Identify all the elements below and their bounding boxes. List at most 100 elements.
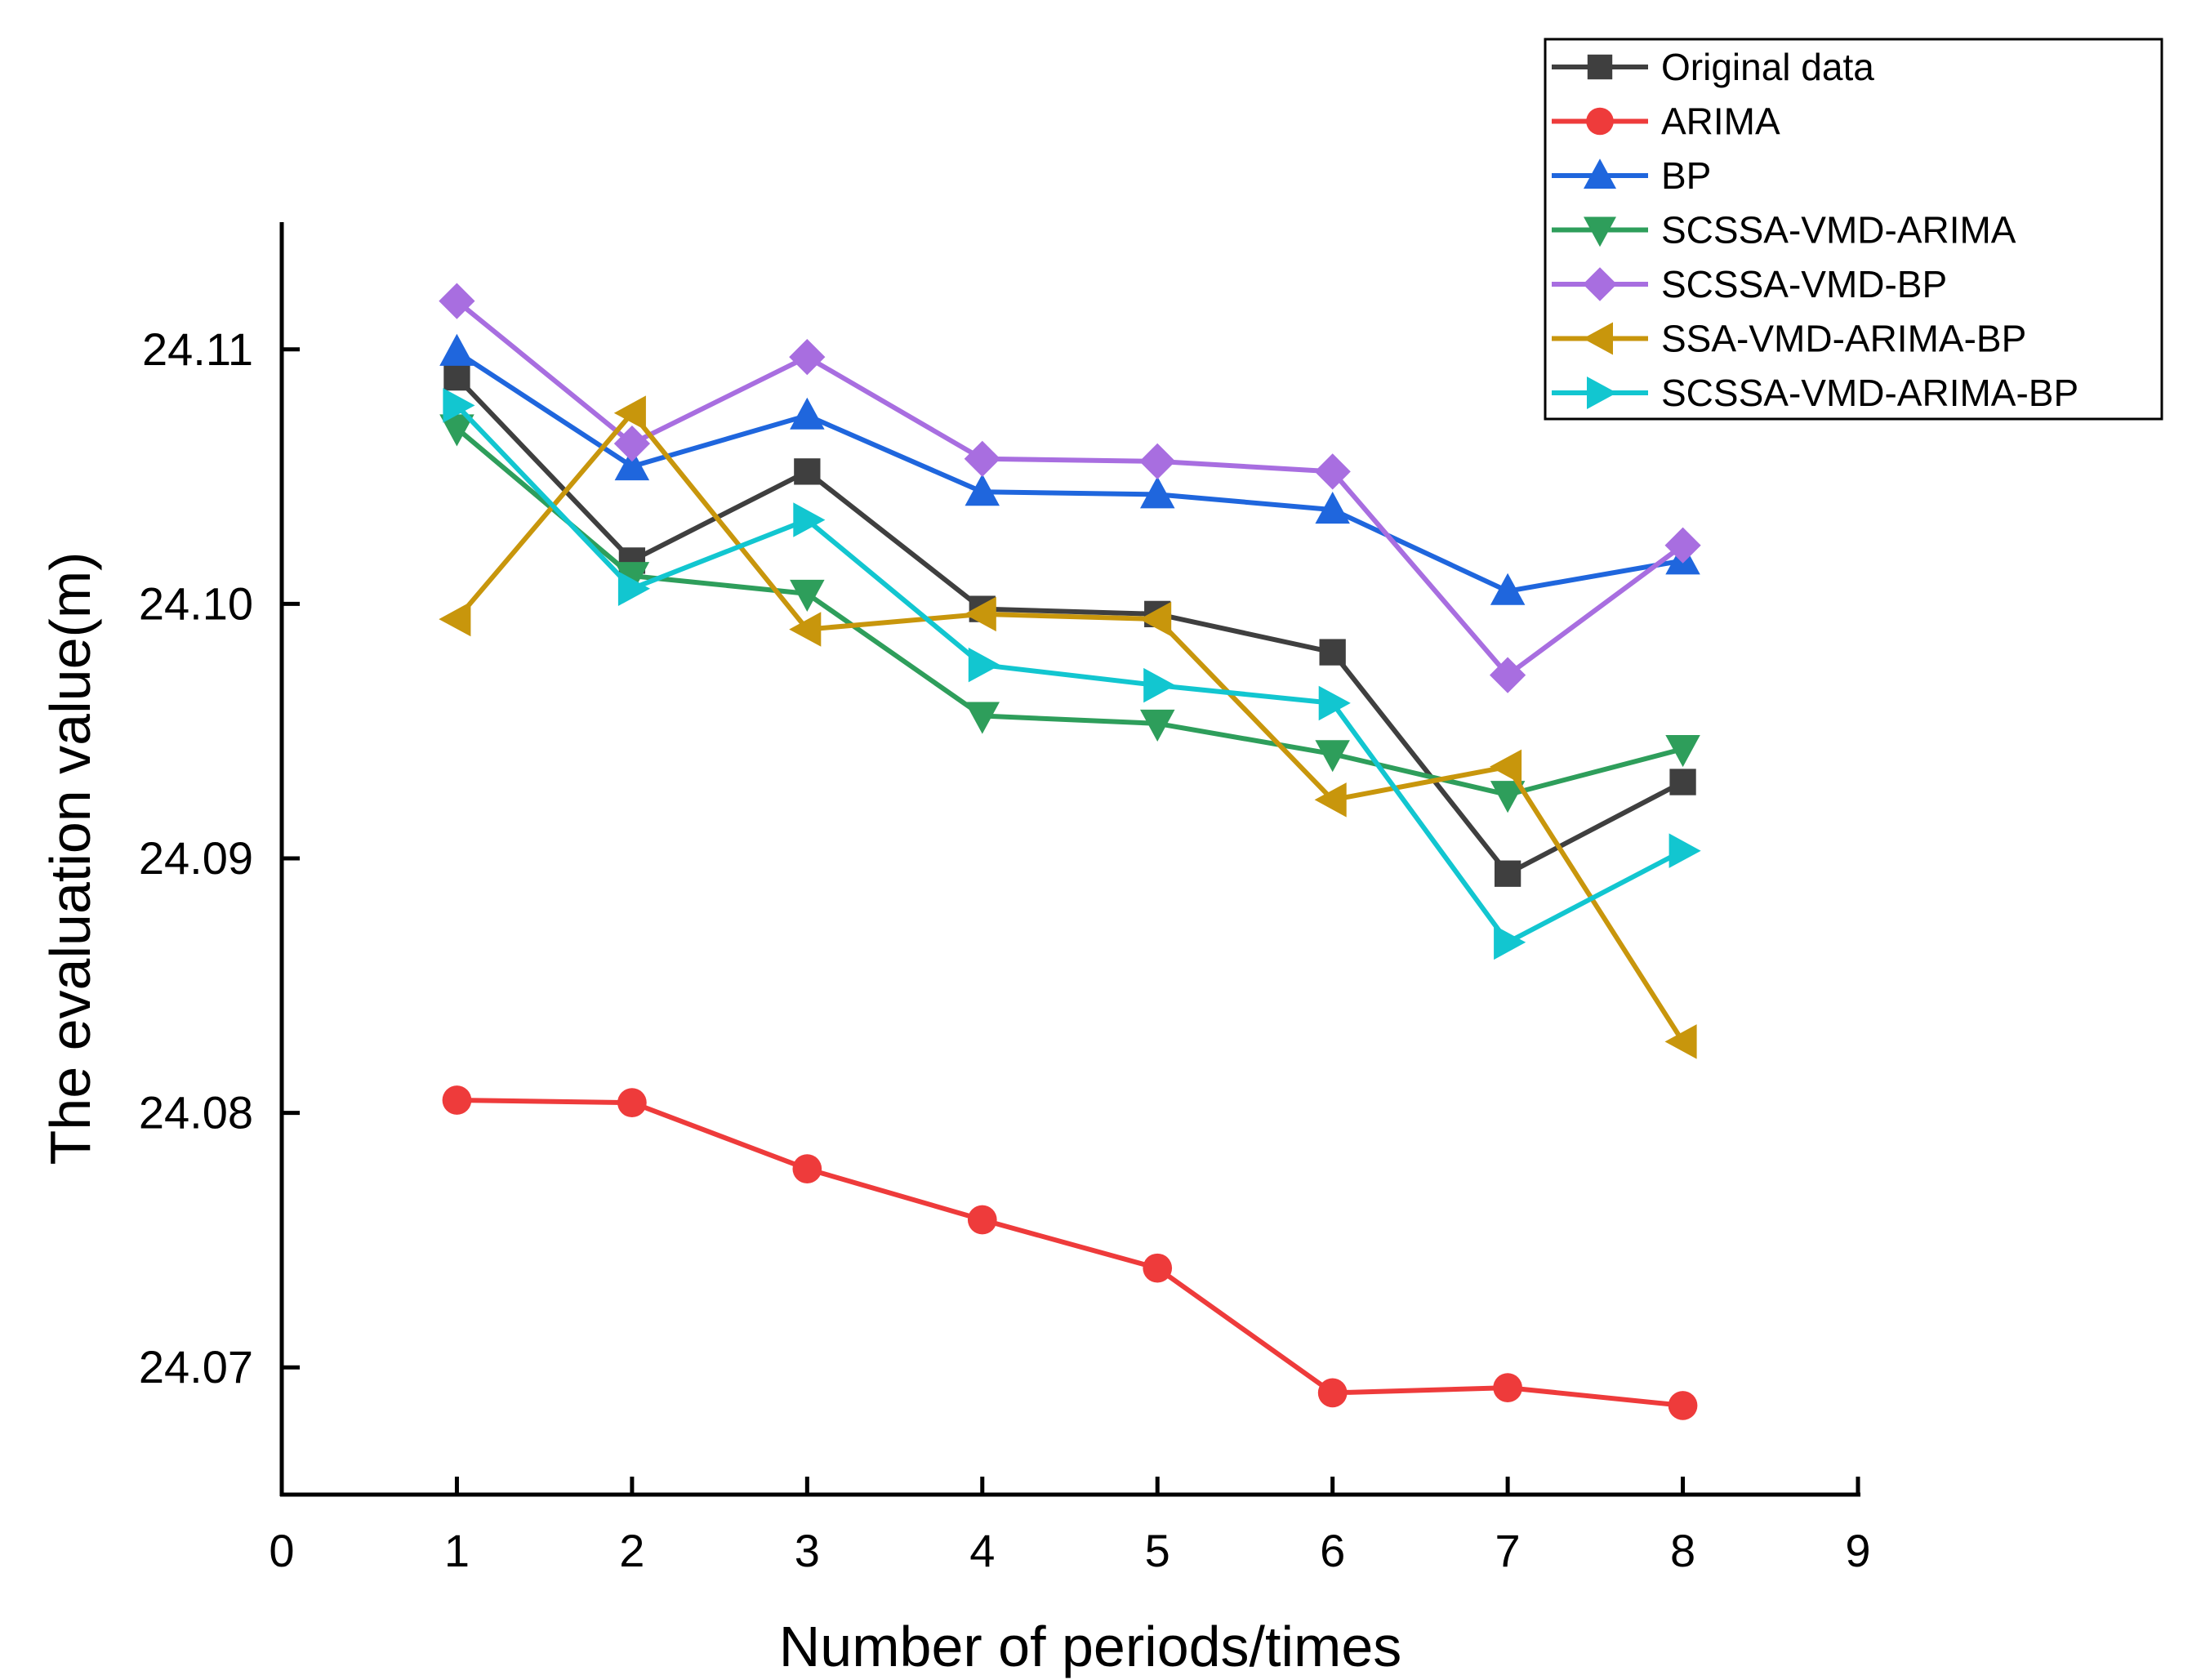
series-line [457,1098,1683,1408]
x-tick-label: 7 [1495,1525,1521,1576]
data-point-marker [439,601,471,637]
data-point-marker [1669,833,1701,868]
data-point-marker [1494,860,1521,887]
data-point-marker [1143,667,1176,703]
legend-label: BP [1661,154,1711,197]
data-point-marker [1315,492,1350,524]
data-point-marker [790,397,825,430]
legend-marker [1584,216,1616,247]
legend-marker [1586,107,1614,136]
legend-label: SCSSA-VMD-BP [1661,263,1947,305]
data-point-marker [1314,782,1347,818]
data-point-marker [968,647,1000,683]
data-point-marker [965,702,1000,734]
data-point-marker [617,1088,647,1117]
legend-marker [1583,267,1617,301]
legend-items: Original data ARIMA BP SCSSA-VMD-ARIMA SCSSA… [1552,46,2078,414]
data-point-marker [964,440,1000,477]
series-line [455,410,1686,1044]
data-point-marker [1665,735,1700,768]
data-point-marker [1314,453,1351,490]
data-point-marker [1664,1024,1697,1059]
legend-item: SCSSA-VMD-BP [1552,263,1947,305]
y-tick-label: 24.11 [142,323,253,375]
data-point-marker [614,562,650,595]
legend-item: SCSSA-VMD-ARIMA [1552,209,2016,252]
legend-label: SSA-VMD-ARIMA-BP [1661,318,2026,360]
y-tick-label: 24.10 [139,577,253,629]
y-tick-label: 24.09 [139,832,253,884]
y-ticks: 24.07 24.08 24.09 24.10 24.11 [139,323,300,1393]
data-point-marker [613,426,650,462]
x-tick-label: 8 [1670,1525,1695,1576]
data-point-marker [792,1154,822,1184]
data-point-marker [439,414,474,447]
legend-label: ARIMA [1661,100,1780,143]
data-point-marker [1317,1378,1348,1408]
data-point-marker [790,579,825,612]
data-point-marker [1140,476,1175,509]
data-point-marker [964,596,996,632]
legend-item: Original data [1552,46,1874,88]
data-point-marker [617,571,650,606]
series [442,1085,1698,1420]
data-point-marker [965,474,1000,506]
data-point-marker [1319,639,1346,666]
legend-marker [1587,54,1613,80]
legend-item: SSA-VMD-ARIMA-BP [1552,318,2026,360]
legend: Original data ARIMA BP SCSSA-VMD-ARIMA SCSSA… [1544,38,2163,421]
y-tick-label: 24.07 [139,1341,253,1393]
data-point-marker [1490,657,1526,693]
x-ticks: 0 1 2 3 4 5 6 7 8 9 [269,1477,1871,1576]
series-line [455,299,1685,678]
data-point-marker [1490,573,1526,605]
data-point-marker [1143,1253,1173,1283]
x-axis-title: Number of periods/times [779,1615,1402,1678]
series [439,333,1700,605]
legend-item: ARIMA [1552,100,1780,143]
legend-marker [1587,377,1617,409]
series-line [455,403,1684,945]
data-point-marker [1139,443,1176,479]
x-tick-label: 0 [269,1525,294,1576]
data-point-marker [443,388,475,423]
data-point-marker [793,502,826,537]
legend-label: SCSSA-VMD-ARIMA [1661,209,2016,252]
data-point-marker [789,339,826,376]
x-tick-label: 9 [1845,1525,1870,1576]
series [443,388,1701,960]
data-point-marker [1490,781,1526,813]
data-point-marker [967,1205,997,1235]
data-point-marker [1315,740,1350,773]
data-point-marker [1664,527,1701,564]
data-point-marker [613,395,646,430]
data-point-marker [794,458,821,485]
data-point-marker [1140,709,1175,742]
x-tick-label: 5 [1145,1525,1170,1576]
data-point-marker [1494,925,1526,960]
data-point-marker [443,363,470,391]
y-tick-label: 24.08 [139,1087,253,1139]
data-point-marker [1669,769,1696,795]
x-tick-label: 4 [969,1525,995,1576]
x-tick-label: 1 [444,1525,470,1576]
series-line [455,350,1684,594]
x-tick-label: 3 [795,1525,820,1576]
data-point-marker [1139,601,1172,637]
series-layer [439,283,1701,1420]
legend-label: Original data [1661,46,1874,88]
legend-marker [1584,158,1616,189]
y-axis-title: The evaluation value(m) [38,552,102,1165]
data-point-marker [1490,749,1522,785]
legend-item: SCSSA-VMD-ARIMA-BP [1552,372,2078,414]
data-point-marker [614,448,650,481]
data-point-marker [1318,685,1351,721]
data-point-marker [439,333,474,366]
x-tick-label: 6 [1320,1525,1345,1576]
legend-label: SCSSA-VMD-ARIMA-BP [1661,372,2078,414]
data-point-marker [789,612,822,647]
series-line [455,376,1684,876]
legend-item: BP [1552,154,1711,197]
data-point-marker [439,283,475,319]
